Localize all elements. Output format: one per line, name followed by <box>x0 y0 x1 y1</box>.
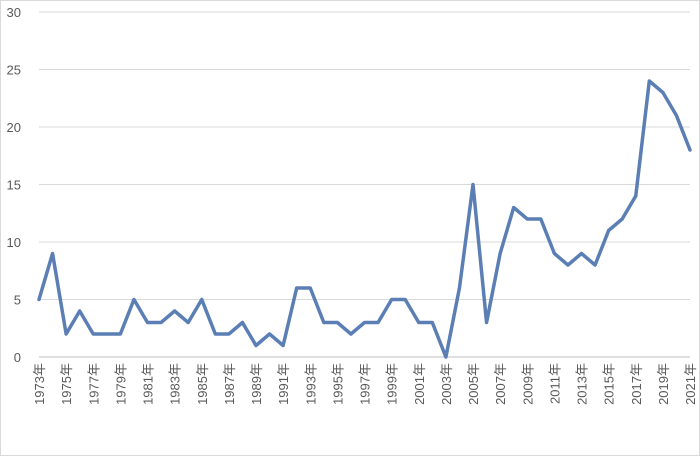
data-point <box>552 252 556 255</box>
data-point <box>159 321 163 324</box>
data-point <box>186 321 190 324</box>
x-tick-label: 1987年 <box>222 363 237 405</box>
x-tick-label: 2017年 <box>629 363 644 405</box>
y-tick-label: 30 <box>7 5 21 20</box>
data-point <box>118 332 122 336</box>
data-point <box>200 298 204 301</box>
y-tick-label: 5 <box>14 293 21 308</box>
data-point <box>91 332 95 336</box>
x-tick-label: 1981年 <box>141 363 156 405</box>
data-point <box>78 309 82 313</box>
data-point <box>471 183 475 186</box>
data-point <box>173 309 177 313</box>
data-point <box>132 298 136 301</box>
data-point <box>580 252 583 255</box>
data-point <box>390 298 394 301</box>
gridlines <box>39 11 690 300</box>
data-point <box>430 321 434 324</box>
data-point <box>444 355 448 359</box>
data-point <box>661 91 665 94</box>
data-point <box>647 79 651 83</box>
data-point <box>295 286 299 290</box>
data-point <box>566 263 570 267</box>
x-tick-label: 2013年 <box>575 363 590 405</box>
x-tick-label: 2003年 <box>439 363 454 405</box>
data-point <box>64 332 68 336</box>
data-point <box>620 217 624 221</box>
data-point <box>322 321 326 324</box>
x-tick-label: 1985年 <box>195 363 210 405</box>
data-point <box>105 332 109 336</box>
x-tick-label: 1977年 <box>86 363 101 405</box>
x-tick-label: 1975年 <box>59 363 74 405</box>
x-tick-label: 2019年 <box>656 363 671 405</box>
data-point <box>593 263 597 267</box>
x-tick-label: 1997年 <box>358 363 373 405</box>
data-point <box>308 286 312 290</box>
data-point <box>417 321 421 324</box>
data-point <box>227 332 231 336</box>
x-tick-label: 2005年 <box>466 363 481 405</box>
data-point <box>607 229 611 232</box>
x-tick-label: 1979年 <box>113 363 128 405</box>
y-tick-label: 15 <box>7 178 21 193</box>
data-point <box>335 321 339 324</box>
series-layer <box>37 79 692 359</box>
x-tick-label: 1989年 <box>249 363 264 405</box>
data-point <box>349 332 353 336</box>
x-tick-label: 1991年 <box>276 363 291 405</box>
data-point <box>254 344 258 347</box>
data-point <box>634 194 638 198</box>
data-point <box>539 217 543 221</box>
data-point <box>525 217 529 221</box>
x-tick-label: 1973年 <box>32 363 47 405</box>
data-point <box>498 252 502 255</box>
series-line-0 <box>37 79 692 359</box>
data-point <box>146 321 149 324</box>
data-point <box>674 114 678 117</box>
y-tick-label: 10 <box>7 235 21 250</box>
data-point <box>485 321 489 324</box>
y-tick-label: 0 <box>14 350 21 365</box>
x-tick-label: 1995年 <box>330 363 345 405</box>
data-point <box>457 286 461 290</box>
x-tick-label: 2009年 <box>520 363 535 405</box>
y-axis: 0 5 10 15 20 25 30 <box>7 5 21 365</box>
x-tick-label: 2011年 <box>547 363 562 404</box>
data-point <box>281 344 285 347</box>
x-tick-label: 1993年 <box>303 363 318 405</box>
data-point <box>376 321 380 324</box>
data-point <box>403 298 407 301</box>
x-tick-label: 2007年 <box>493 363 508 405</box>
data-point <box>51 252 55 255</box>
x-tick-label: 1983年 <box>168 363 183 405</box>
y-tick-label: 25 <box>7 63 21 78</box>
x-tick-label: 2001年 <box>412 363 427 405</box>
x-tick-label: 2015年 <box>602 363 617 405</box>
data-point <box>240 321 244 324</box>
data-point <box>213 332 217 336</box>
data-point <box>363 321 366 324</box>
data-point <box>512 206 516 209</box>
x-tick-label: 1999年 <box>385 363 400 405</box>
data-point <box>688 148 692 152</box>
y-tick-label: 20 <box>7 120 21 135</box>
data-point <box>37 298 41 301</box>
data-point <box>268 332 272 336</box>
x-axis: 1973年 1975年 1977年 1979年 1981年 1983年 1985年 1987年… <box>32 356 698 405</box>
x-tick-label: 2021年 <box>683 363 698 405</box>
